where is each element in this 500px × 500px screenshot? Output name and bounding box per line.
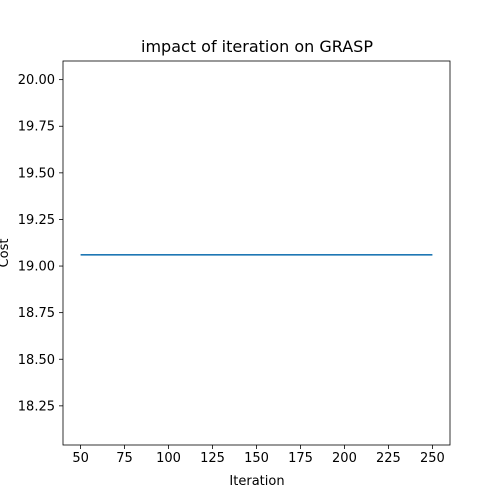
y-tick-label-7: 20.00 (18, 73, 55, 88)
x-tick-label-225: 225 (376, 451, 401, 466)
plot-area: 50 75 100 125 150 175 200 225 250 18.25 18.50 18.75… (18, 60, 451, 466)
x-tick-label-200: 200 (332, 451, 357, 466)
x-tick-label-175: 175 (288, 451, 313, 466)
x-tick-label-250: 250 (420, 451, 445, 466)
x-tick-label-100: 100 (156, 451, 181, 466)
y-tick-label-5: 19.50 (18, 166, 55, 181)
y-tick-label-4: 19.25 (18, 213, 55, 228)
x-tick-label-50: 50 (72, 451, 89, 466)
x-tick-label-75: 75 (116, 451, 133, 466)
y-tick-label-3: 19.00 (18, 260, 55, 275)
plot-frame (62, 60, 451, 446)
chart-title: impact of iteration on GRASP (141, 37, 373, 56)
y-axis-label: Cost (0, 239, 12, 268)
y-tick-label-6: 19.75 (18, 120, 55, 135)
y-tick-label-1: 18.50 (18, 353, 55, 368)
y-tick-label-2: 18.75 (18, 306, 55, 321)
y-tick-label-0: 18.25 (18, 399, 55, 414)
x-tick-label-150: 150 (244, 451, 269, 466)
x-tick-label-125: 125 (200, 451, 225, 466)
x-axis-label: Iteration (229, 474, 284, 489)
